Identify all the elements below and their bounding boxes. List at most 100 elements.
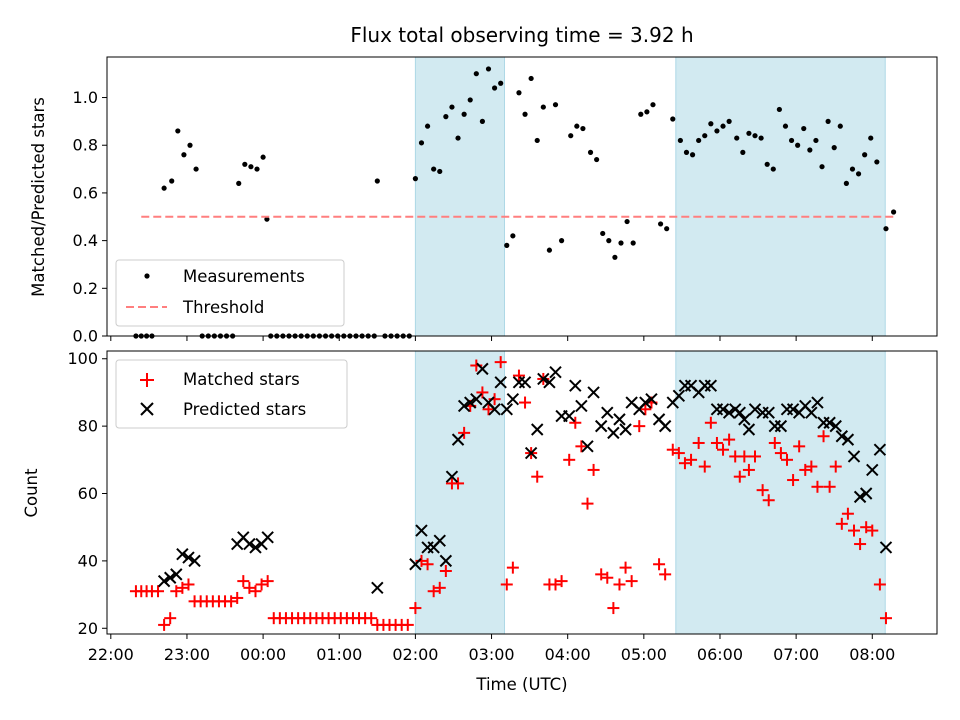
measurement-point (770, 166, 776, 172)
measurement-point (498, 80, 504, 86)
matched-point (768, 436, 781, 449)
predicted-point (518, 376, 532, 389)
panel-counts: 20 40 60 80 100 22:00 23:00 00:00 01:00 02:00 03:… (22, 349, 938, 694)
predicted-point (738, 413, 751, 426)
measurement-point (431, 166, 437, 172)
y-tick-label: 60 (78, 484, 98, 503)
predicted-point (607, 426, 620, 440)
matched-point (261, 575, 274, 588)
y-tick-label: 40 (78, 551, 98, 570)
predicted-point (811, 396, 824, 409)
predicted-point (470, 392, 483, 406)
predicted-point (853, 490, 867, 504)
predicted-point (464, 396, 477, 409)
predicted-point (866, 463, 879, 477)
predicted-point (716, 403, 730, 416)
matched-point (762, 494, 775, 507)
measurement-point (677, 137, 683, 144)
measurement-point (664, 226, 670, 232)
predicted-point (261, 531, 274, 544)
matched-point (698, 460, 711, 473)
predicted-point (409, 558, 422, 571)
measurement-point (485, 66, 492, 72)
measurement-point (587, 149, 594, 155)
matched-point (793, 440, 806, 453)
measurement-point (644, 109, 650, 115)
measurement-point (740, 149, 746, 155)
predicted-point (805, 406, 818, 419)
matched-point (170, 585, 183, 598)
predicted-point (524, 446, 538, 460)
measurement-point (702, 133, 708, 139)
predicted-point (847, 450, 861, 463)
measurement-point (670, 116, 676, 122)
measurement-point (714, 128, 720, 134)
measurement-point (449, 104, 455, 110)
matched-point (587, 463, 600, 476)
predicted-point (672, 389, 686, 403)
predicted-point (645, 392, 658, 406)
matched-point (672, 447, 685, 460)
predicted-point (506, 392, 520, 406)
matched-point (433, 581, 446, 594)
predicted-point (774, 419, 788, 433)
predicted-point (587, 386, 600, 399)
predicted-point (476, 362, 489, 376)
matched-point (601, 571, 614, 584)
measurement-point (516, 90, 522, 96)
measurement-point (657, 221, 664, 227)
matched-point (237, 575, 250, 588)
matched-point (817, 430, 830, 443)
predicted-point (658, 419, 672, 433)
shaded-interval (675, 350, 886, 635)
matched-point (581, 497, 594, 510)
measurement-point (169, 178, 175, 184)
y-tick-label: 100 (67, 349, 98, 368)
matched-point (710, 436, 723, 449)
measurement-point (534, 137, 540, 144)
matched-point (427, 585, 440, 598)
measurement-point (510, 233, 516, 239)
shaded-interval (414, 350, 505, 635)
predicted-point (829, 419, 842, 433)
measurement-point (825, 118, 831, 124)
predicted-point (601, 406, 614, 419)
predicted-point (433, 534, 446, 547)
predicted-point (451, 433, 465, 446)
matched-point (873, 578, 886, 591)
predicted-point (439, 554, 453, 568)
predicted-point (748, 403, 762, 416)
predicted-point (786, 403, 800, 416)
legend-marker-matched (140, 373, 154, 387)
x-tick-label: 22:00 (88, 645, 134, 664)
measurement-point (618, 240, 624, 246)
measurement-point (574, 123, 580, 129)
y-tick-label: 80 (78, 417, 98, 436)
y-axis-label: Matched/Predicted stars (29, 97, 48, 297)
x-tick-label: 23:00 (164, 645, 210, 664)
measurement-point (837, 123, 843, 129)
y-tick-label: 0.6 (73, 183, 98, 202)
x-axis-ticks (110, 336, 873, 341)
matched-point (365, 612, 378, 625)
measurement-point (594, 156, 600, 163)
x-tick-label: 06:00 (697, 645, 743, 664)
y-tick-label: 0.8 (73, 136, 98, 155)
measurement-point (638, 111, 644, 117)
matched-point (841, 507, 854, 520)
measurement-point (801, 125, 807, 132)
measurement-point (424, 123, 431, 129)
matched-point (780, 453, 793, 466)
measurement-point (558, 238, 565, 244)
predicted-point (176, 547, 189, 561)
measurement-point (248, 164, 254, 170)
predicted-point (835, 430, 849, 443)
matched-point (255, 578, 268, 591)
legend-label-threshold: Threshold (182, 298, 264, 317)
matched-point (439, 564, 452, 577)
measurement-point (491, 85, 498, 91)
matched-point (519, 396, 532, 409)
predicted-point (879, 541, 893, 554)
measurement-point (855, 171, 862, 177)
